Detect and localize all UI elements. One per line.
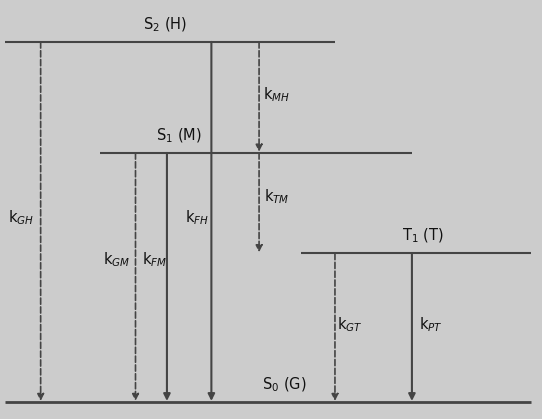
Text: k$_{FM}$: k$_{FM}$ bbox=[142, 251, 167, 269]
Text: k$_{GH}$: k$_{GH}$ bbox=[8, 209, 34, 227]
Text: S$_2$ (H): S$_2$ (H) bbox=[143, 15, 188, 34]
Text: k$_{PT}$: k$_{PT}$ bbox=[419, 316, 443, 334]
Text: k$_{GT}$: k$_{GT}$ bbox=[337, 316, 363, 334]
Text: S$_0$ (G): S$_0$ (G) bbox=[262, 375, 307, 394]
Text: k$_{FH}$: k$_{FH}$ bbox=[185, 209, 209, 227]
Text: k$_{MH}$: k$_{MH}$ bbox=[263, 85, 290, 103]
Text: k$_{TM}$: k$_{TM}$ bbox=[264, 188, 289, 206]
Text: k$_{GM}$: k$_{GM}$ bbox=[103, 251, 130, 269]
Text: T$_1$ (T): T$_1$ (T) bbox=[402, 227, 443, 245]
Text: S$_1$ (M): S$_1$ (M) bbox=[156, 126, 202, 145]
